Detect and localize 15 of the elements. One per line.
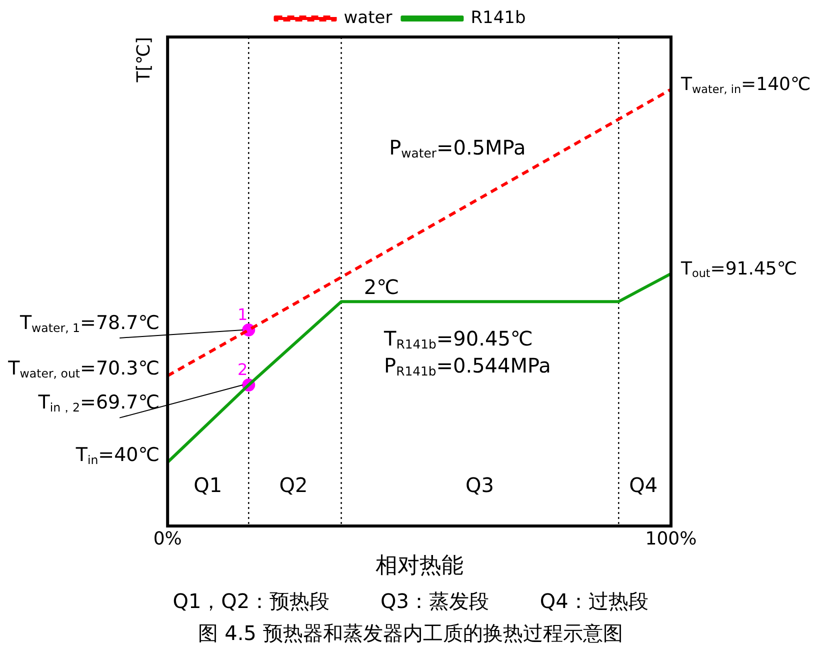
annotation: Q4: [629, 473, 658, 498]
x-tick-label: 100%: [645, 528, 697, 550]
legend-label: R141b: [470, 8, 526, 28]
x-axis-title: 相对热能: [375, 554, 464, 579]
caption: 图 4.5 预热器和蒸发器内工质的换热过程示意图: [198, 621, 623, 646]
legend-label: water: [344, 8, 392, 28]
annotation: Q1: [194, 473, 222, 498]
annotation: 1: [238, 305, 248, 324]
annotation: Q2: [279, 473, 308, 498]
annotation: 2: [238, 360, 248, 380]
annotation: Q3: [465, 473, 494, 498]
x-tick-label: 0%: [153, 528, 182, 550]
annotation: 2℃: [364, 275, 400, 300]
text: Q1，Q2：预热段 Q3：蒸发段 Q4：过热段: [172, 589, 648, 614]
y-axis-title: T[℃]: [133, 37, 154, 84]
